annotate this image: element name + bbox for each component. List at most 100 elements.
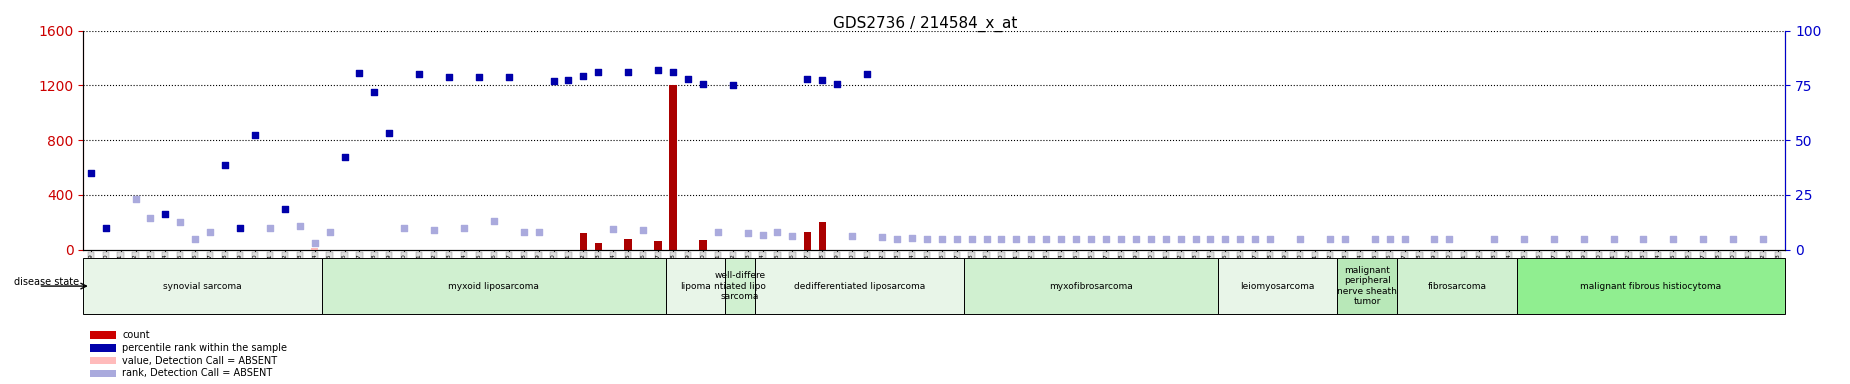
- Point: [1121, 236, 1151, 242]
- Point: [494, 74, 524, 80]
- Text: fibrosarcoma: fibrosarcoma: [1428, 281, 1486, 291]
- Text: rank, Detection Call = ABSENT: rank, Detection Call = ABSENT: [122, 368, 272, 378]
- Point: [1241, 236, 1271, 242]
- Point: [450, 225, 479, 231]
- Point: [1047, 236, 1077, 242]
- Text: disease state: disease state: [15, 277, 80, 287]
- Point: [1001, 236, 1030, 242]
- Point: [211, 162, 240, 168]
- Point: [777, 233, 807, 239]
- Bar: [89, 331, 115, 339]
- Point: [1151, 236, 1180, 242]
- Text: count: count: [122, 330, 150, 340]
- Point: [538, 78, 568, 84]
- Point: [659, 70, 688, 76]
- Point: [882, 236, 912, 242]
- Point: [583, 69, 612, 75]
- Point: [1628, 236, 1658, 242]
- Point: [91, 225, 120, 231]
- Point: [568, 73, 598, 79]
- Point: [255, 225, 285, 231]
- Point: [927, 236, 956, 242]
- Text: percentile rank within the sample: percentile rank within the sample: [122, 343, 287, 353]
- Point: [1539, 236, 1569, 242]
- FancyBboxPatch shape: [1397, 258, 1517, 314]
- Point: [1689, 236, 1719, 242]
- Point: [150, 211, 179, 217]
- Bar: [655, 242, 662, 250]
- Point: [1210, 236, 1240, 242]
- Point: [598, 226, 627, 232]
- Point: [1315, 236, 1345, 242]
- Point: [807, 77, 836, 83]
- Point: [181, 236, 211, 242]
- Point: [1106, 236, 1136, 242]
- Text: lipoma: lipoma: [681, 281, 710, 291]
- Point: [314, 229, 344, 235]
- Bar: [670, 86, 677, 250]
- Point: [226, 225, 255, 231]
- Point: [1748, 236, 1778, 242]
- Text: synovial sarcoma: synovial sarcoma: [163, 281, 242, 291]
- Point: [524, 229, 553, 235]
- Bar: [89, 344, 115, 352]
- Text: myxoid liposarcoma: myxoid liposarcoma: [448, 281, 538, 291]
- Point: [1092, 236, 1121, 242]
- Point: [435, 74, 464, 80]
- Point: [1719, 236, 1748, 242]
- Point: [629, 227, 659, 233]
- Point: [165, 219, 194, 225]
- Bar: [625, 239, 633, 250]
- Bar: [311, 248, 318, 250]
- Point: [986, 236, 1016, 242]
- Text: myxofibrosarcoma: myxofibrosarcoma: [1049, 281, 1132, 291]
- Point: [912, 236, 942, 242]
- Point: [1136, 236, 1166, 242]
- Point: [747, 232, 777, 238]
- Bar: [818, 222, 825, 250]
- Point: [344, 70, 374, 76]
- Text: dedifferentiated liposarcoma: dedifferentiated liposarcoma: [794, 281, 925, 291]
- Text: leiomyosarcoma: leiomyosarcoma: [1241, 281, 1315, 291]
- Bar: [594, 243, 601, 250]
- Point: [1032, 236, 1062, 242]
- Point: [390, 225, 420, 231]
- Bar: [89, 357, 115, 364]
- Point: [718, 83, 747, 89]
- Point: [644, 67, 673, 73]
- Bar: [579, 233, 586, 250]
- Bar: [89, 369, 115, 377]
- Point: [614, 69, 644, 75]
- Point: [1598, 236, 1628, 242]
- Point: [553, 77, 583, 83]
- Point: [673, 76, 703, 82]
- Point: [1195, 236, 1225, 242]
- Point: [374, 130, 403, 136]
- Text: value, Detection Call = ABSENT: value, Detection Call = ABSENT: [122, 356, 278, 366]
- Point: [1225, 236, 1254, 242]
- Point: [823, 81, 853, 87]
- Point: [1419, 236, 1449, 242]
- Point: [1062, 236, 1092, 242]
- Point: [509, 229, 538, 235]
- Point: [405, 71, 435, 78]
- Point: [464, 74, 494, 80]
- Point: [1510, 236, 1539, 242]
- Point: [270, 205, 300, 212]
- Point: [420, 227, 450, 233]
- Point: [329, 154, 359, 160]
- Point: [479, 218, 509, 224]
- Point: [942, 236, 971, 242]
- Point: [733, 230, 762, 236]
- Point: [1480, 236, 1510, 242]
- Point: [838, 233, 868, 239]
- Point: [196, 229, 226, 235]
- FancyBboxPatch shape: [755, 258, 964, 314]
- FancyBboxPatch shape: [83, 258, 322, 314]
- FancyBboxPatch shape: [1217, 258, 1338, 314]
- Point: [1256, 236, 1286, 242]
- Text: malignant fibrous histiocytoma: malignant fibrous histiocytoma: [1580, 281, 1722, 291]
- FancyBboxPatch shape: [964, 258, 1217, 314]
- FancyBboxPatch shape: [1517, 258, 1785, 314]
- Point: [1569, 236, 1598, 242]
